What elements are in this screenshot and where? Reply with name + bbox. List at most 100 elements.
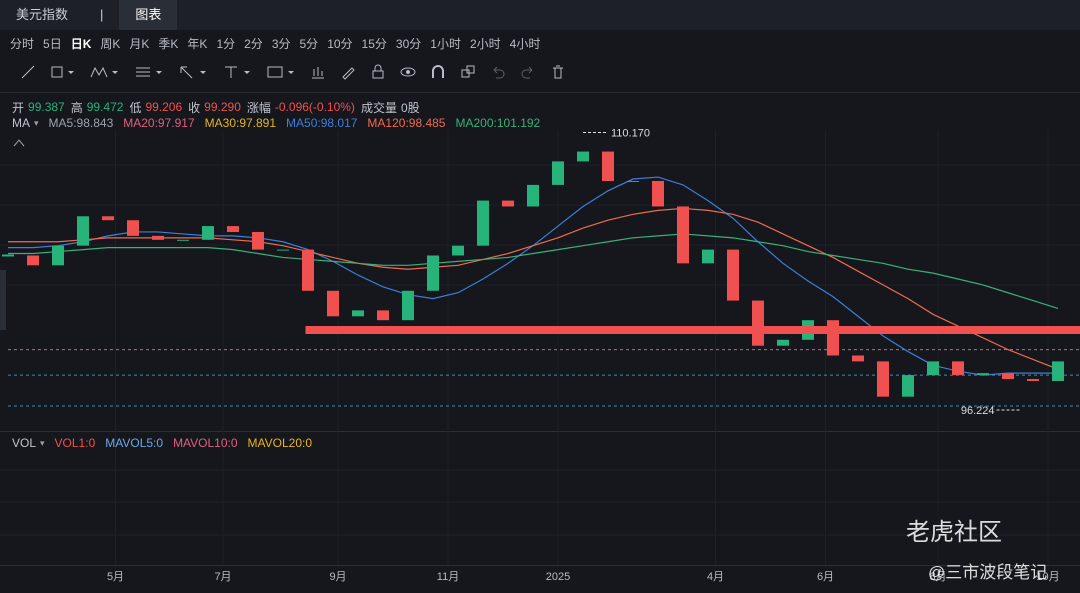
arrow-tool[interactable] <box>178 64 208 80</box>
period[interactable]: 分时 <box>10 36 35 51</box>
candle <box>77 216 89 246</box>
indicator-tool[interactable] <box>310 64 326 80</box>
tab[interactable]: 美元指数 <box>16 7 69 22</box>
magnet-tool[interactable] <box>430 64 446 80</box>
candle <box>902 375 914 397</box>
period[interactable]: 周K <box>100 36 121 51</box>
candle <box>552 161 564 185</box>
tab: | <box>100 7 104 22</box>
quote-label: 高 <box>70 100 83 115</box>
watermark-author: @三市波段笔记 <box>928 563 1048 582</box>
x-tick-label: 11月 <box>437 571 459 583</box>
period[interactable]: 日K <box>70 36 92 51</box>
candle <box>502 200 514 207</box>
period[interactable]: 1小时 <box>430 36 461 51</box>
lock-tool[interactable] <box>370 64 386 80</box>
legend-title[interactable]: MA <box>12 116 30 130</box>
candle <box>1052 361 1064 381</box>
candle <box>152 235 164 240</box>
candle <box>952 361 964 376</box>
candle <box>127 220 139 236</box>
legend-item: MAVOL5:0 <box>105 436 164 450</box>
legend-title[interactable]: VOL <box>12 436 37 450</box>
candle <box>777 339 789 346</box>
ma-line <box>8 207 1059 370</box>
quote-label: 涨幅 <box>246 100 271 115</box>
legend-item: MA5:98.843 <box>48 116 114 130</box>
price-grid <box>0 164 1080 286</box>
toolbar <box>20 60 566 84</box>
period[interactable]: 5日 <box>43 36 62 51</box>
candle <box>252 231 264 250</box>
candle <box>602 151 614 181</box>
x-tick-label: 10月 <box>1036 571 1059 583</box>
pen-tool[interactable] <box>340 64 356 80</box>
quote-label: 成交量 <box>360 100 397 115</box>
legend-caret[interactable]: ▾ <box>40 437 45 448</box>
candle <box>677 206 689 264</box>
vol-grid <box>0 469 1080 536</box>
candle <box>27 255 39 266</box>
line-tool[interactable] <box>20 64 36 80</box>
candle <box>1002 373 1014 380</box>
axis-divider <box>0 565 1080 566</box>
period[interactable]: 季K <box>158 36 179 51</box>
period[interactable]: 10分 <box>327 36 353 51</box>
tab[interactable]: 图表 <box>119 0 178 30</box>
legend-item: MA20:97.917 <box>123 116 195 130</box>
eye-tool[interactable] <box>400 64 416 80</box>
vol-legend: VOL ▾ VOL1:0 MAVOL5:0 MAVOL10:0 MAVOL20:0 <box>12 435 312 451</box>
candle <box>352 310 364 317</box>
period[interactable]: 1分 <box>216 36 236 51</box>
candle <box>927 361 939 376</box>
period[interactable]: 年K <box>187 36 208 51</box>
legend-item: MAVOL10:0 <box>173 436 238 450</box>
candle <box>577 151 589 162</box>
candle <box>752 300 764 346</box>
side-handle[interactable] <box>0 270 6 330</box>
period[interactable]: 5分 <box>299 36 319 51</box>
link-tool[interactable] <box>460 64 476 80</box>
candle <box>877 361 889 397</box>
period[interactable]: 30分 <box>395 36 422 51</box>
low-label: 96.224 <box>961 405 995 417</box>
period[interactable]: 2小时 <box>469 36 501 51</box>
candle <box>327 290 339 317</box>
period[interactable]: 15分 <box>361 36 387 51</box>
candle <box>427 255 439 291</box>
candle <box>1027 379 1039 381</box>
redo[interactable] <box>520 64 536 80</box>
candle <box>2 254 14 257</box>
quote-bar: 开 99.387 高 99.472 低 99.206 收 99.290 涨幅 -0.096(-0.… <box>12 99 422 115</box>
watermark-brand: 老虎社区 <box>906 519 1002 546</box>
fib-tool[interactable] <box>134 64 164 80</box>
undo[interactable] <box>490 64 506 80</box>
rect-tool[interactable] <box>50 64 76 80</box>
legend-item: MA30:97.891 <box>204 116 277 130</box>
period[interactable]: 月K <box>129 36 150 51</box>
period-bar: 分时 5日 日K 周K 月K 季K 年K 1分 2分 3分 5分 10分 15分 30分 1小时 2小时 4小时 <box>10 32 540 54</box>
wave-tool[interactable] <box>90 64 120 80</box>
collapse-icon[interactable] <box>13 139 25 147</box>
candle <box>727 249 739 301</box>
candle <box>202 226 214 240</box>
period[interactable]: 2分 <box>244 36 263 51</box>
quote-value: -0.096(-0.10%) <box>274 100 355 114</box>
period[interactable]: 4小时 <box>509 36 541 51</box>
delete[interactable] <box>550 64 566 80</box>
candle <box>177 239 189 241</box>
quote-value: 99.206 <box>145 100 183 114</box>
candle <box>977 373 989 376</box>
legend-caret[interactable]: ▾ <box>34 117 39 128</box>
x-tick-label: 6月 <box>817 571 834 583</box>
legend-item: MAVOL20:0 <box>247 436 313 450</box>
legend-item: MA120:98.485 <box>367 116 446 130</box>
candle <box>402 290 414 321</box>
x-tick-label: 4月 <box>707 571 724 583</box>
ma-legend: MA ▾ MA5:98.843 MA20:97.917 MA30:97.891 MA50:… <box>12 115 540 131</box>
period[interactable]: 3分 <box>271 36 291 51</box>
label-tool[interactable] <box>266 64 296 80</box>
candle <box>527 184 539 207</box>
text-tool[interactable] <box>222 64 252 80</box>
